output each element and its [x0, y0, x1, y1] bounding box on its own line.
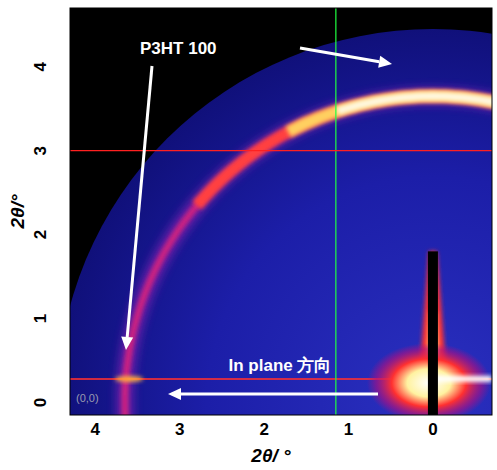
- y-axis-title: 2θ/°: [7, 194, 28, 229]
- ring-peak: [338, 96, 492, 125]
- arrow-head: [121, 337, 133, 350]
- arrow-line: [127, 66, 152, 337]
- plot-area: [70, 8, 492, 415]
- beam-stop: [428, 251, 438, 415]
- annotation: (0,0): [76, 392, 99, 404]
- arrow-line: [181, 393, 378, 396]
- y-tick-label: 2: [31, 230, 50, 239]
- cursor-vertical: [335, 8, 336, 415]
- ring-glow: [125, 96, 492, 415]
- y-tick-label: 0: [31, 398, 50, 407]
- cursor-horizontal: [70, 150, 492, 151]
- x-tick-label: 4: [91, 420, 101, 439]
- arrow-line: [300, 48, 379, 62]
- x-tick-label: 0: [428, 420, 437, 439]
- ring: [125, 96, 492, 415]
- x-tick-label: 2: [259, 420, 268, 439]
- x-tick-label: 3: [175, 420, 184, 439]
- annotation: In plane 方向: [229, 356, 332, 375]
- x-tick-label: 1: [344, 420, 353, 439]
- x-axis-title: 2θ/ °: [250, 445, 291, 466]
- arrow-head: [168, 388, 181, 400]
- annotation: P3HT 100: [140, 39, 217, 58]
- in-plane-peak: [115, 376, 143, 382]
- arrow-head: [378, 56, 392, 68]
- beam-streak: [433, 376, 492, 382]
- detector-area: [70, 29, 492, 415]
- y-tick-label: 1: [31, 314, 50, 323]
- chart: 4 3 2 1 0 0 1 2 3 4 2θ/ ° 2θ/° P3HT 100 In plane 方向 (0…: [0, 0, 497, 470]
- ring-bright: [288, 96, 492, 151]
- plot-frame: [70, 8, 492, 415]
- y-tick-label: 4: [31, 61, 50, 71]
- y-tick-label: 3: [31, 146, 50, 155]
